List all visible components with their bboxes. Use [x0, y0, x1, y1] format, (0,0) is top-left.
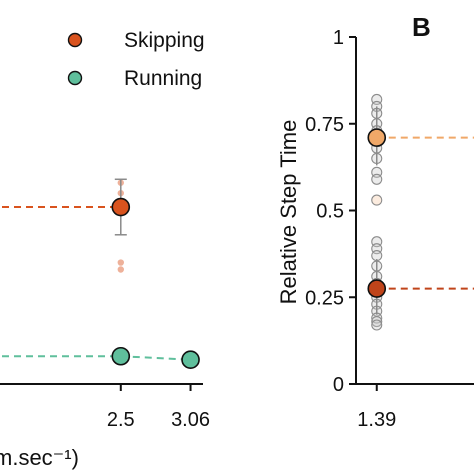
panel-b-y-tick-label: 0.75 — [305, 114, 344, 136]
panel-b-y-tick-label: 0.25 — [305, 287, 344, 309]
panel-b-individual-point — [371, 173, 383, 185]
skipping-individual-point — [117, 266, 124, 273]
legend-marker-running — [67, 70, 83, 86]
panel-b-individual-point — [371, 319, 383, 331]
running-mean-point — [181, 350, 200, 370]
panel-b: 0 0.25 0.5 0.75 1 1.39 Relative Step Time B — [276, 12, 474, 431]
panel-a: 2.5 3.06 m.sec⁻¹) Skipping Running — [0, 29, 210, 470]
short-step-mean-point — [367, 279, 387, 298]
legend-marker-skipping — [67, 32, 83, 48]
legend-label-skipping: Skipping — [124, 29, 205, 52]
legend-label-running: Running — [124, 67, 202, 90]
panel-b-y-axis-label: Relative Step Time — [276, 120, 301, 305]
panel-b-x-tick-label: 1.39 — [357, 409, 396, 431]
panel-a-x-axis-label: m.sec⁻¹) — [0, 445, 79, 470]
panel-b-y-tick-label: 0.5 — [316, 201, 344, 223]
panel-b-individual-point — [371, 315, 383, 328]
panel-b-label: B — [412, 12, 431, 42]
panel-b-individual-point — [371, 194, 383, 206]
panel-b-y-tick-label: 1 — [333, 27, 344, 49]
long-step-mean-point — [367, 128, 387, 147]
skipping-individual-point — [117, 259, 124, 266]
running-mean-point — [111, 346, 131, 366]
skipping-mean-point — [111, 197, 131, 217]
panel-a-x-tick-label: 3.06 — [171, 409, 210, 431]
panel-b-y-tick-label: 0 — [333, 374, 344, 396]
running-trend-line — [120, 355, 191, 361]
panel-a-x-tick-label: 2.5 — [107, 409, 135, 431]
